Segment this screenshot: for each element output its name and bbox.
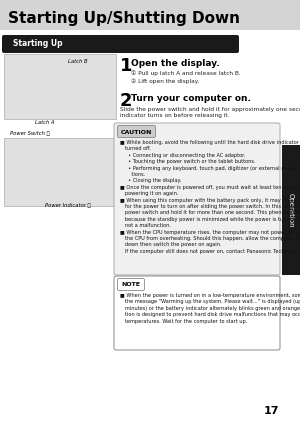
Text: Open the display.: Open the display. [131,59,220,68]
FancyBboxPatch shape [114,123,280,275]
Text: Starting Up: Starting Up [13,39,63,48]
Text: Slide the power switch and hold it for approximately one second until the power
: Slide the power switch and hold it for a… [120,107,300,118]
FancyBboxPatch shape [118,126,155,137]
Text: Latch B: Latch B [68,59,88,64]
FancyBboxPatch shape [114,276,280,350]
Text: ② Lift open the display.: ② Lift open the display. [131,78,199,84]
Text: CAUTION: CAUTION [120,129,152,134]
Text: ① Pull up latch A and release latch B.: ① Pull up latch A and release latch B. [131,70,241,75]
Text: Turn your computer on.: Turn your computer on. [131,94,251,103]
Bar [4,138,116,206]
FancyBboxPatch shape [118,279,145,290]
FancyBboxPatch shape [2,35,239,53]
Text: ■ When the power is turned on in a low-temperature environment, sometimes
   the: ■ When the power is turned on in a low-t… [120,293,300,324]
Text: Power Indicator Ⓘ: Power Indicator Ⓘ [45,203,91,208]
Text: Operation: Operation [288,192,294,227]
Text: 1: 1 [120,57,133,75]
Text: ■ While booting, avoid the following until the hard disk drive indicator  has
  : ■ While booting, avoid the following unt… [120,140,300,254]
Text: NOTE: NOTE [122,282,140,287]
Bar [0,0,300,30]
Text: 17: 17 [263,406,279,416]
Text: Power Switch Ⓣ: Power Switch Ⓣ [10,131,50,136]
Text: Latch A: Latch A [35,120,55,125]
Bar [4,54,116,119]
Text: 2: 2 [120,92,133,110]
Bar [282,145,300,275]
Text: Starting Up/Shutting Down: Starting Up/Shutting Down [8,11,240,26]
